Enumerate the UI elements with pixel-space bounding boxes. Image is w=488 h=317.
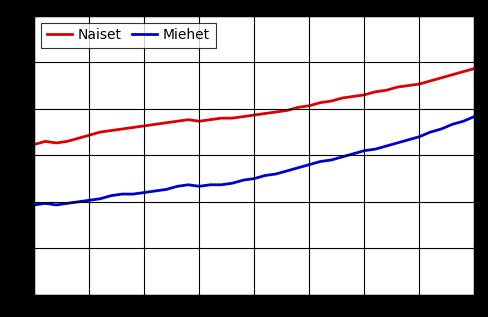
Miehet [53, 203, 59, 207]
Naiset [383, 88, 388, 92]
Miehet [240, 178, 245, 182]
Line: Miehet: Miehet [34, 117, 473, 205]
Naiset [86, 133, 92, 137]
Naiset [349, 94, 355, 98]
Naiset [437, 76, 443, 80]
Naiset [339, 96, 345, 100]
Naiset [185, 118, 191, 122]
Miehet [273, 172, 279, 176]
Miehet [75, 200, 81, 204]
Naiset [207, 118, 213, 122]
Miehet [295, 166, 301, 170]
Naiset [262, 112, 267, 115]
Miehet [174, 184, 180, 188]
Miehet [305, 163, 311, 166]
Miehet [448, 122, 454, 126]
Naiset [163, 121, 169, 125]
Miehet [31, 203, 37, 207]
Naiset [75, 136, 81, 140]
Naiset [284, 108, 289, 112]
Naiset [218, 116, 224, 120]
Miehet [218, 183, 224, 187]
Naiset [130, 126, 136, 129]
Miehet [459, 119, 465, 123]
Naiset [405, 84, 410, 87]
Naiset [327, 99, 333, 103]
Miehet [130, 192, 136, 196]
Miehet [152, 189, 158, 193]
Miehet [427, 130, 432, 134]
Naiset [273, 110, 279, 114]
Miehet [349, 152, 355, 156]
Miehet [415, 135, 421, 139]
Naiset [459, 70, 465, 74]
Naiset [470, 67, 476, 70]
Miehet [284, 169, 289, 173]
Miehet [405, 138, 410, 142]
Miehet [229, 181, 235, 185]
Miehet [119, 192, 125, 196]
Naiset [141, 124, 147, 128]
Naiset [305, 104, 311, 108]
Miehet [108, 194, 114, 197]
Naiset [295, 105, 301, 109]
Miehet [163, 188, 169, 191]
Naiset [152, 122, 158, 126]
Naiset [53, 141, 59, 145]
Naiset [240, 115, 245, 119]
Naiset [371, 90, 377, 94]
Miehet [141, 191, 147, 194]
Naiset [251, 113, 257, 117]
Naiset [97, 130, 103, 134]
Line: Naiset: Naiset [34, 68, 473, 145]
Naiset [427, 79, 432, 83]
Naiset [108, 129, 114, 133]
Naiset [119, 127, 125, 131]
Miehet [86, 198, 92, 202]
Miehet [251, 177, 257, 180]
Miehet [327, 158, 333, 162]
Miehet [185, 183, 191, 187]
Miehet [207, 183, 213, 187]
Naiset [448, 73, 454, 77]
Naiset [317, 101, 323, 105]
Miehet [42, 202, 48, 205]
Naiset [196, 119, 202, 123]
Miehet [196, 184, 202, 188]
Legend: Naiset, Miehet: Naiset, Miehet [41, 23, 215, 48]
Miehet [262, 174, 267, 178]
Miehet [361, 149, 366, 152]
Miehet [383, 144, 388, 148]
Miehet [437, 127, 443, 131]
Miehet [317, 160, 323, 164]
Naiset [31, 143, 37, 146]
Miehet [371, 147, 377, 151]
Naiset [415, 82, 421, 86]
Naiset [361, 93, 366, 97]
Miehet [339, 155, 345, 159]
Naiset [229, 116, 235, 120]
Naiset [64, 139, 70, 143]
Naiset [393, 85, 399, 89]
Miehet [470, 115, 476, 119]
Miehet [64, 202, 70, 205]
Miehet [393, 141, 399, 145]
Naiset [42, 139, 48, 143]
Miehet [97, 197, 103, 201]
Naiset [174, 119, 180, 123]
